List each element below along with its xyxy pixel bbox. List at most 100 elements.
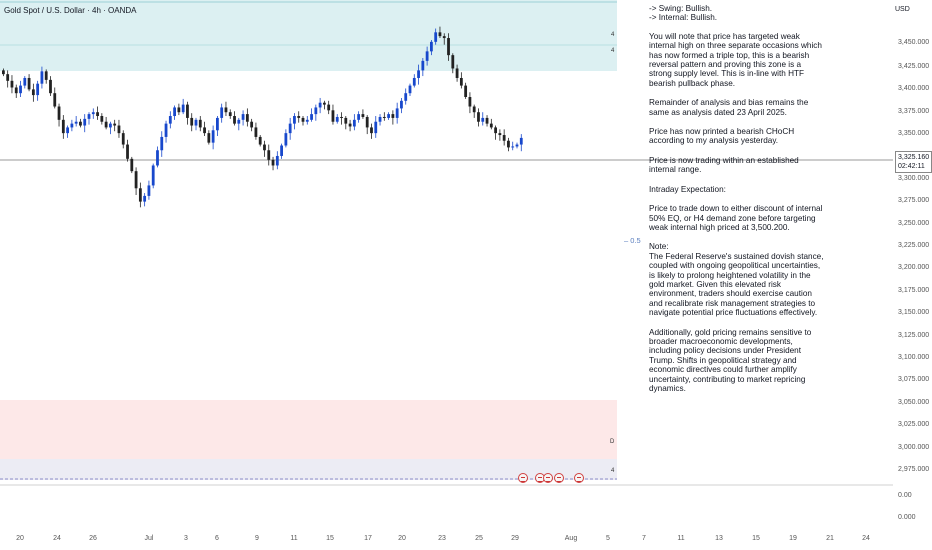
price-tick: 0.000 — [898, 514, 916, 521]
bearish-candle — [485, 117, 489, 124]
bearish-candle — [96, 112, 99, 117]
price-tick: 3,025.000 — [898, 421, 930, 428]
price-axis[interactable]: 3,450.000 3,425.000 3,400.000 3,375.000 … — [893, 0, 932, 530]
time-tick: 15 — [752, 535, 760, 542]
bearish-candle — [121, 133, 125, 145]
bullish-candle — [181, 104, 185, 113]
bearish-candle — [10, 80, 14, 88]
bearish-candle — [301, 117, 305, 122]
time-tick: 15 — [326, 535, 334, 542]
analysis-paragraph-6: Price to trade down to either discount o… — [649, 204, 823, 232]
analysis-paragraph-2: Remainder of analysis and bias remains t… — [649, 98, 809, 117]
fib-level-label: – 0.5 — [624, 236, 641, 245]
bullish-candle — [400, 100, 403, 109]
bearish-candle — [271, 159, 275, 166]
bearish-candle — [348, 123, 352, 127]
us-flag-event-icon[interactable] — [543, 473, 553, 483]
bearish-candle — [327, 104, 331, 111]
current-price-label: 3,325.160 02:42:11 — [895, 151, 932, 173]
bullish-candle — [395, 108, 399, 118]
bullish-candle — [36, 83, 40, 96]
bullish-candle — [511, 146, 515, 148]
bearish-candle — [250, 121, 254, 128]
price-tick: 3,425.000 — [898, 63, 930, 70]
bearish-candle — [382, 116, 386, 118]
time-axis[interactable]: 20 24 26 Jul 3 6 9 11 15 17 20 23 25 29 … — [0, 530, 932, 550]
bearish-candle — [190, 117, 194, 126]
price-tick: 3,150.000 — [898, 309, 930, 316]
bearish-candle — [186, 104, 189, 118]
price-tick: 3,250.000 — [898, 220, 930, 227]
bearish-candle — [331, 110, 335, 122]
price-tick: 2,975.000 — [898, 466, 930, 473]
bearish-candle — [79, 121, 82, 126]
bearish-candle — [507, 140, 510, 148]
price-tick: 3,050.000 — [898, 399, 930, 406]
bearish-candle — [233, 116, 236, 124]
zone-marker-top-1: 4 — [611, 32, 615, 38]
us-flag-event-icon[interactable] — [554, 473, 564, 483]
time-tick: 5 — [606, 535, 610, 542]
bullish-candle — [374, 121, 378, 134]
price-tick: 3,375.000 — [898, 108, 930, 115]
bearish-candle — [126, 144, 129, 159]
bullish-candle — [173, 107, 176, 117]
time-tick: 11 — [290, 535, 298, 542]
bearish-candle — [451, 55, 455, 69]
lower-zone — [0, 459, 617, 480]
price-chart[interactable] — [0, 0, 893, 530]
time-tick: 29 — [511, 535, 519, 542]
bar-countdown: 02:42:11 — [898, 163, 925, 170]
bearish-candle — [203, 127, 206, 134]
bullish-candle — [40, 71, 44, 84]
bullish-candle — [515, 144, 519, 147]
bullish-candle — [147, 185, 151, 196]
bearish-candle — [370, 127, 373, 134]
bearish-candle — [340, 116, 343, 118]
bearish-candle — [365, 116, 369, 128]
analysis-paragraph-5: Intraday Expectation: — [649, 184, 726, 194]
bearish-candle — [502, 135, 506, 141]
us-flag-event-icon[interactable] — [518, 473, 528, 483]
zone-marker-top-2: 4 — [611, 48, 615, 54]
bullish-candle — [284, 133, 288, 146]
bearish-candle — [442, 36, 446, 39]
currency-label[interactable]: USD — [895, 6, 910, 13]
time-tick: Aug — [564, 535, 578, 542]
bearish-candle — [44, 71, 48, 80]
bearish-candle — [254, 127, 258, 137]
bearish-candle — [207, 133, 211, 143]
time-tick: 3 — [184, 535, 188, 542]
bullish-candle — [305, 119, 309, 122]
bearish-candle — [391, 114, 395, 118]
price-tick: 3,225.000 — [898, 242, 930, 249]
time-tick: 20 — [16, 535, 24, 542]
bullish-candle — [412, 77, 416, 86]
symbol-title[interactable]: Gold Spot / U.S. Dollar · 4h · OANDA — [4, 6, 137, 15]
bearish-candle — [49, 79, 52, 94]
bullish-candle — [404, 93, 408, 101]
current-price-value: 3,325.160 — [898, 154, 930, 161]
candles-group — [2, 26, 523, 208]
bearish-candle — [258, 136, 262, 145]
bearish-candle — [245, 114, 249, 122]
bearish-candle — [134, 171, 138, 189]
time-tick: 6 — [215, 535, 219, 542]
bearish-candle — [57, 106, 61, 120]
bearish-candle — [228, 112, 232, 117]
bullish-candle — [275, 155, 279, 166]
bearish-candle — [177, 107, 181, 113]
bullish-candle — [352, 119, 356, 127]
analysis-paragraph-7: Note: The Federal Reserve's sustained do… — [649, 242, 824, 318]
bearish-candle — [455, 68, 459, 78]
bullish-candle — [357, 114, 361, 120]
chart-area[interactable]: Gold Spot / U.S. Dollar · 4h · OANDA – 0… — [0, 0, 893, 530]
bearish-candle — [361, 114, 365, 117]
bearish-candle — [297, 116, 301, 118]
zone-marker-bottom: 4 — [611, 468, 615, 474]
analysis-paragraph-3: Price has now printed a bearish CHoCH ac… — [649, 127, 795, 146]
bullish-candle — [194, 119, 198, 126]
us-flag-event-icon[interactable] — [574, 473, 584, 483]
bullish-candle — [430, 41, 433, 52]
bearish-candle — [138, 188, 142, 202]
